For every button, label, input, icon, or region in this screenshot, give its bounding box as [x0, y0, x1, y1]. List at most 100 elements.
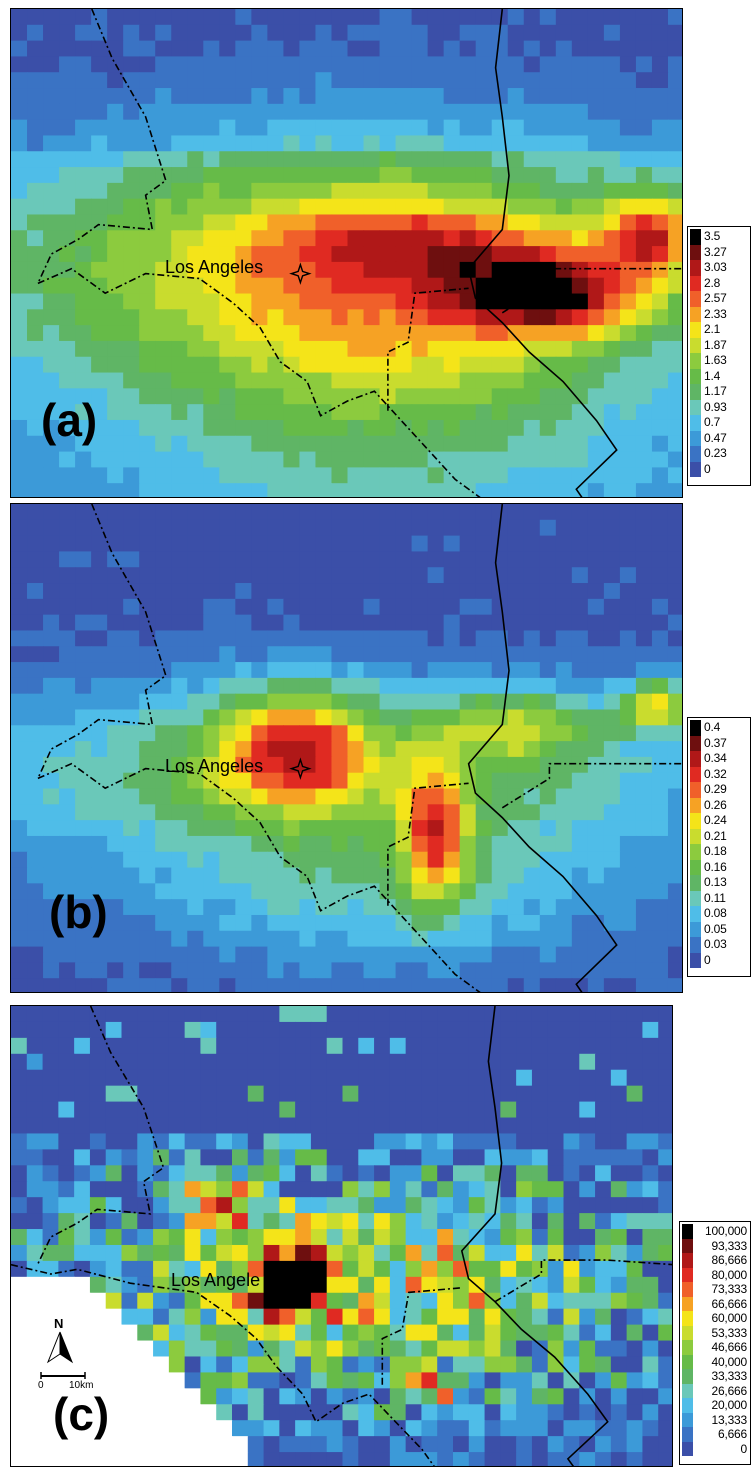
grid-cell: [187, 40, 204, 58]
grid-cell: [267, 883, 284, 900]
grid-cell: [11, 899, 28, 916]
grid-cell: [107, 230, 124, 247]
grid-cell: [11, 551, 28, 568]
grid-cell: [587, 293, 605, 310]
grid-cell: [27, 88, 44, 105]
grid-cell: [459, 519, 477, 537]
grid-cell: [603, 277, 621, 295]
grid-cell: [635, 567, 653, 584]
grid-cell: [363, 119, 381, 137]
grid-cell: [443, 772, 461, 790]
grid-cell: [595, 1436, 612, 1453]
grid-cell: [187, 372, 204, 389]
grid-cell: [468, 1165, 486, 1182]
grid-cell: [91, 551, 108, 568]
grid-cell: [443, 519, 461, 537]
grid-cell: [587, 72, 605, 89]
grid-cell: [267, 677, 284, 695]
grid-cell: [75, 614, 92, 632]
grid-cell: [587, 741, 605, 758]
grid-cell: [603, 198, 621, 216]
grid-cell: [421, 1021, 438, 1039]
grid-cell: [267, 151, 284, 168]
grid-cell: [299, 182, 317, 200]
grid-cell: [500, 1340, 517, 1358]
grid-cell: [342, 1133, 359, 1150]
grid-cell: [326, 1006, 344, 1023]
grid-cell: [11, 1085, 28, 1103]
grid-cell: [310, 1101, 328, 1119]
grid-cell: [123, 883, 140, 900]
grid-cell: [379, 467, 397, 484]
grid-cell: [75, 772, 92, 790]
grid-cell: [579, 1388, 596, 1405]
grid-cell: [389, 1276, 407, 1294]
grid-cell: [43, 962, 60, 979]
grid-cell: [137, 1133, 154, 1150]
grid-cell: [571, 741, 589, 758]
grid-cell: [531, 1292, 549, 1310]
grid-cell: [347, 40, 365, 58]
grid-cell: [283, 583, 301, 600]
grid-cell: [27, 435, 44, 453]
grid-cell: [331, 535, 349, 553]
grid-cell: [219, 214, 236, 231]
grid-cell: [219, 677, 236, 695]
grid-cell: [139, 340, 156, 358]
grid-cell: [427, 693, 445, 711]
grid-cell: [331, 772, 349, 790]
grid-cell: [155, 198, 172, 216]
grid-cell: [405, 1213, 423, 1230]
grid-cell: [374, 1021, 391, 1039]
grid-cell: [331, 198, 349, 216]
grid-cell: [635, 804, 653, 821]
grid-cell: [26, 1213, 44, 1230]
grid-cell: [411, 709, 429, 726]
grid-cell: [651, 467, 669, 484]
grid-cell: [219, 483, 236, 497]
grid-cell: [232, 1133, 249, 1150]
grid-cell: [427, 804, 445, 821]
grid-cell: [216, 1197, 233, 1214]
grid-cell: [475, 930, 493, 948]
grid-cell: [379, 40, 397, 58]
grid-cell: [667, 88, 682, 105]
grid-cell: [331, 135, 349, 152]
grid-cell: [500, 1101, 517, 1119]
grid-cell: [571, 519, 589, 537]
grid-cell: [105, 1436, 123, 1453]
grid-cell: [91, 230, 108, 247]
grid-cell: [267, 567, 284, 584]
grid-cell: [595, 1420, 612, 1437]
grid-cell: [595, 1229, 612, 1246]
grid-cell: [358, 1213, 375, 1230]
grid-cell: [283, 930, 301, 948]
grid-cell: [310, 1356, 328, 1374]
grid-cell: [171, 788, 188, 805]
grid-cell: [219, 551, 236, 568]
grid-cell: [75, 741, 92, 758]
grid-cell: [491, 151, 509, 168]
grid-cell: [642, 1452, 659, 1466]
grid-cell: [235, 230, 252, 247]
grid-cell: [427, 9, 445, 26]
grid-cell: [658, 1229, 672, 1246]
grid-cell: [539, 214, 557, 231]
grid-cell: [11, 277, 28, 295]
grid-cell: [571, 772, 589, 790]
grid-cell: [603, 214, 621, 231]
grid-cell: [107, 583, 124, 600]
grid-cell: [27, 467, 44, 484]
grid-cell: [342, 1324, 359, 1342]
grid-cell: [139, 404, 156, 421]
legend-label: 2.8: [704, 275, 721, 290]
grid-cell: [635, 709, 653, 726]
grid-cell: [642, 1404, 659, 1421]
grid-cell: [58, 1053, 75, 1071]
grid-cell: [468, 1149, 486, 1166]
grid-cell: [475, 551, 493, 568]
grid-cell: [267, 962, 284, 979]
grid-cell: [342, 1420, 359, 1437]
grid-cell: [59, 551, 76, 568]
grid-cell: [443, 230, 461, 247]
